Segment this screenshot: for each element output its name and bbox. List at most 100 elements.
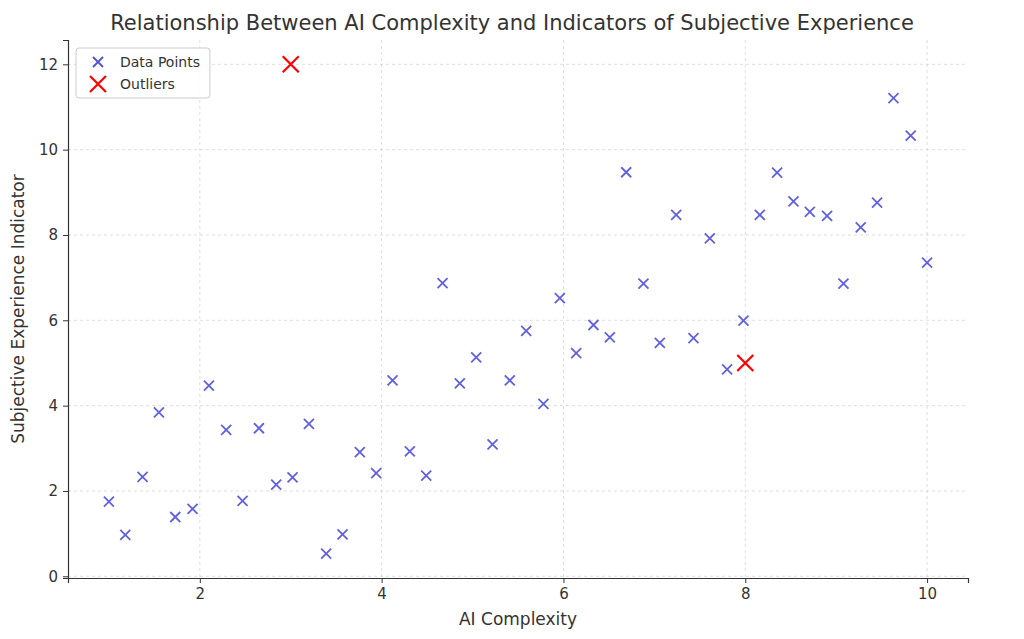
- point: [722, 364, 732, 374]
- point: [388, 375, 398, 385]
- point: [304, 419, 314, 429]
- tick-mark: [63, 406, 68, 407]
- axis-line: [69, 579, 969, 584]
- point: [188, 504, 198, 514]
- point: [138, 472, 148, 482]
- tick-mark: [745, 578, 746, 583]
- legend-marker: [93, 57, 103, 67]
- point: [838, 279, 848, 289]
- grid-line: [68, 405, 968, 406]
- tick-mark: [927, 578, 928, 583]
- point: [621, 167, 631, 177]
- tick-label: 10: [39, 141, 58, 159]
- point: [688, 333, 698, 343]
- point: [755, 210, 765, 220]
- point: [271, 480, 281, 490]
- grid-line: [563, 40, 564, 578]
- plot-area: 2 4 6 8 10 0 2 4 6 8 10 12 Data Points Outliers: [39, 40, 969, 603]
- chart: 2 4 6 8 10 0 2 4 6 8 10 12 Data Points Outliers Relati…: [0, 0, 1024, 639]
- tick-label: 2: [48, 482, 58, 500]
- axis-line: [63, 41, 69, 579]
- tick-mark: [563, 578, 564, 583]
- grid-line: [745, 40, 746, 578]
- tick-label: 0: [48, 568, 58, 586]
- legend-label: Outliers: [120, 76, 175, 92]
- legend: Data Points Outliers: [76, 48, 210, 98]
- point: [737, 355, 753, 371]
- title: Relationship Between AI Complexity and I…: [110, 11, 914, 35]
- tick: 2: [48, 482, 68, 500]
- x-axis: 2 4 6 8 10: [69, 578, 969, 603]
- tick-mark: [63, 150, 68, 151]
- tick: 6: [48, 312, 68, 330]
- point: [738, 316, 748, 326]
- grid-line: [68, 234, 968, 235]
- point: [471, 352, 481, 362]
- point: [922, 258, 932, 268]
- point: [488, 439, 498, 449]
- point: [772, 168, 782, 178]
- point: [321, 549, 331, 559]
- point: [120, 530, 130, 540]
- tick-label: 8: [741, 585, 751, 603]
- point: [221, 425, 231, 435]
- tick-label: 6: [559, 585, 569, 603]
- tick-mark: [382, 578, 383, 583]
- tick-mark: [63, 491, 68, 492]
- x-axis-label: AI Complexity: [459, 609, 577, 629]
- point: [204, 381, 214, 391]
- tick-mark: [63, 576, 68, 577]
- tick-label: 4: [377, 585, 387, 603]
- grid-line: [68, 576, 968, 577]
- tick-label: 6: [48, 312, 58, 330]
- point: [405, 446, 415, 456]
- tick-label: 2: [196, 585, 206, 603]
- grid-line: [381, 40, 382, 578]
- tick-mark: [63, 320, 68, 321]
- point: [705, 233, 715, 243]
- point: [283, 56, 299, 72]
- tick: 10: [918, 578, 937, 603]
- points: [104, 56, 932, 558]
- grid-line: [199, 40, 200, 578]
- grid: [68, 40, 968, 578]
- point: [588, 320, 598, 330]
- point: [638, 279, 648, 289]
- point: [521, 326, 531, 336]
- tick-label: 4: [48, 397, 58, 415]
- legend-label: Data Points: [120, 54, 200, 70]
- point: [856, 222, 866, 232]
- point: [421, 471, 431, 481]
- point: [655, 338, 665, 348]
- point: [455, 378, 465, 388]
- y-axis-label: Subjective Experience Indicator: [8, 174, 28, 444]
- point: [906, 131, 916, 141]
- tick-label: 8: [48, 226, 58, 244]
- tick: 12: [39, 56, 68, 74]
- grid-line: [927, 40, 928, 578]
- tick: 8: [48, 226, 68, 244]
- point: [288, 472, 298, 482]
- tick: 4: [48, 397, 68, 415]
- point: [438, 278, 448, 288]
- tick-mark: [63, 64, 68, 65]
- tick-label: 12: [39, 56, 58, 74]
- tick: 8: [741, 578, 751, 603]
- tick: 4: [377, 578, 387, 603]
- point: [338, 529, 348, 539]
- tick: 2: [196, 578, 206, 603]
- grid-line: [68, 149, 968, 150]
- legend-marker: [90, 76, 106, 92]
- tick-label: 10: [918, 585, 937, 603]
- point: [254, 423, 264, 433]
- point: [671, 210, 681, 220]
- tick-mark: [63, 235, 68, 236]
- point: [538, 399, 548, 409]
- point: [170, 512, 180, 522]
- point: [872, 198, 882, 208]
- point: [888, 93, 898, 103]
- point: [788, 196, 798, 206]
- point: [555, 293, 565, 303]
- grid-line: [68, 320, 968, 321]
- y-axis: 0 2 4 6 8 10 12: [39, 41, 69, 586]
